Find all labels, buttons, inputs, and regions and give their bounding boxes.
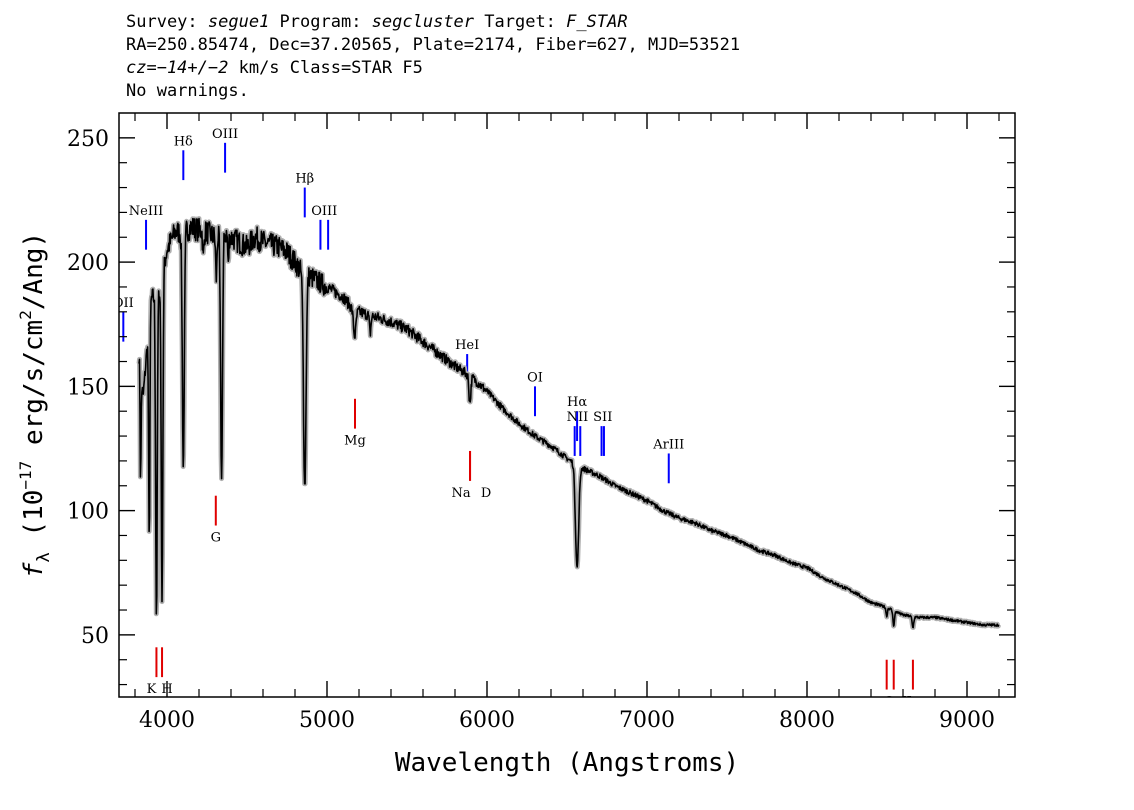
x-tick-label: 7000 [619, 708, 675, 733]
y-axis-title: fλ (10−17 erg/s/cm2/Ang) [16, 232, 54, 578]
x-tick-label: 8000 [779, 708, 835, 733]
y-tick-label: 200 [67, 251, 109, 276]
y-title-exponent: −17 [16, 461, 35, 490]
absorption-line-label: G [211, 531, 221, 546]
y-tick-label: 150 [67, 375, 109, 400]
absorption-line-label: K [147, 682, 157, 697]
y-title-end: /Ang) [19, 232, 49, 310]
y-tick-label: 100 [67, 500, 109, 525]
header-line-coordinates: RA=250.85474, Dec=37.20565, Plate=2174, … [126, 35, 741, 55]
y-tick-label: 250 [67, 127, 109, 152]
emission-line-label: SII [593, 410, 612, 425]
class-value: km/s Class=STAR F5 [228, 58, 423, 78]
axis-ticks: 4000 5000 6000 7000 8000 9000 50 100 150 200 250 [67, 113, 1015, 733]
survey-label: Survey: [126, 12, 208, 32]
y-title-f: f [19, 562, 49, 578]
emission-line-label: Hα [567, 395, 587, 410]
x-tick-label: 9000 [939, 708, 995, 733]
y-tick-label: 50 [81, 624, 109, 649]
x-tick-label: 6000 [459, 708, 515, 733]
y-title-unit: erg/s/cm [19, 320, 49, 461]
x-tick-label: 4000 [139, 708, 195, 733]
y-title-square: 2 [16, 310, 35, 320]
emission-line-label: NeIII [129, 204, 163, 219]
flux-spectrum-line [138, 217, 1000, 629]
program-label: Program: [269, 12, 372, 32]
emission-line-label: Hδ [174, 134, 193, 149]
plot-frame [118, 112, 1016, 698]
emission-line-label: ArIII [652, 437, 684, 452]
emission-line-label: OIII [311, 204, 337, 219]
emission-line-label: OII [113, 296, 134, 311]
x-axis-title: Wavelength (Angstroms) [395, 748, 739, 778]
header-line-redshift: cz=−14+/−2 km/s Class=STAR F5 [126, 57, 740, 80]
emission-line-label: NII [567, 410, 589, 425]
absorption-line-label: D [481, 486, 491, 501]
absorption-line-label: Na [451, 486, 470, 501]
redshift-value: cz=−14+/−2 [126, 58, 229, 78]
header-line-survey: Survey: segue1 Program: segcluster Targe… [126, 11, 740, 34]
emission-line-label: OIII [212, 127, 238, 142]
emission-line-label: HeI [455, 338, 479, 353]
y-title-lambda: λ [34, 552, 54, 562]
header-line-warnings: No warnings. [126, 81, 249, 101]
emission-line-label: Hβ [295, 172, 314, 187]
target-value: F_STAR [566, 12, 628, 32]
absorption-line-label: CaII [884, 695, 912, 710]
emission-line-label: OI [527, 370, 543, 385]
x-tick-label: 5000 [299, 708, 355, 733]
spectrum-header: Survey: segue1 Program: segcluster Targe… [126, 11, 740, 103]
survey-value: segue1 [207, 12, 270, 32]
absorption-line-label: Mg [344, 434, 366, 449]
program-value: segcluster [371, 12, 475, 32]
y-title-mid: (10 [19, 490, 49, 553]
target-label: Target: [474, 12, 567, 32]
